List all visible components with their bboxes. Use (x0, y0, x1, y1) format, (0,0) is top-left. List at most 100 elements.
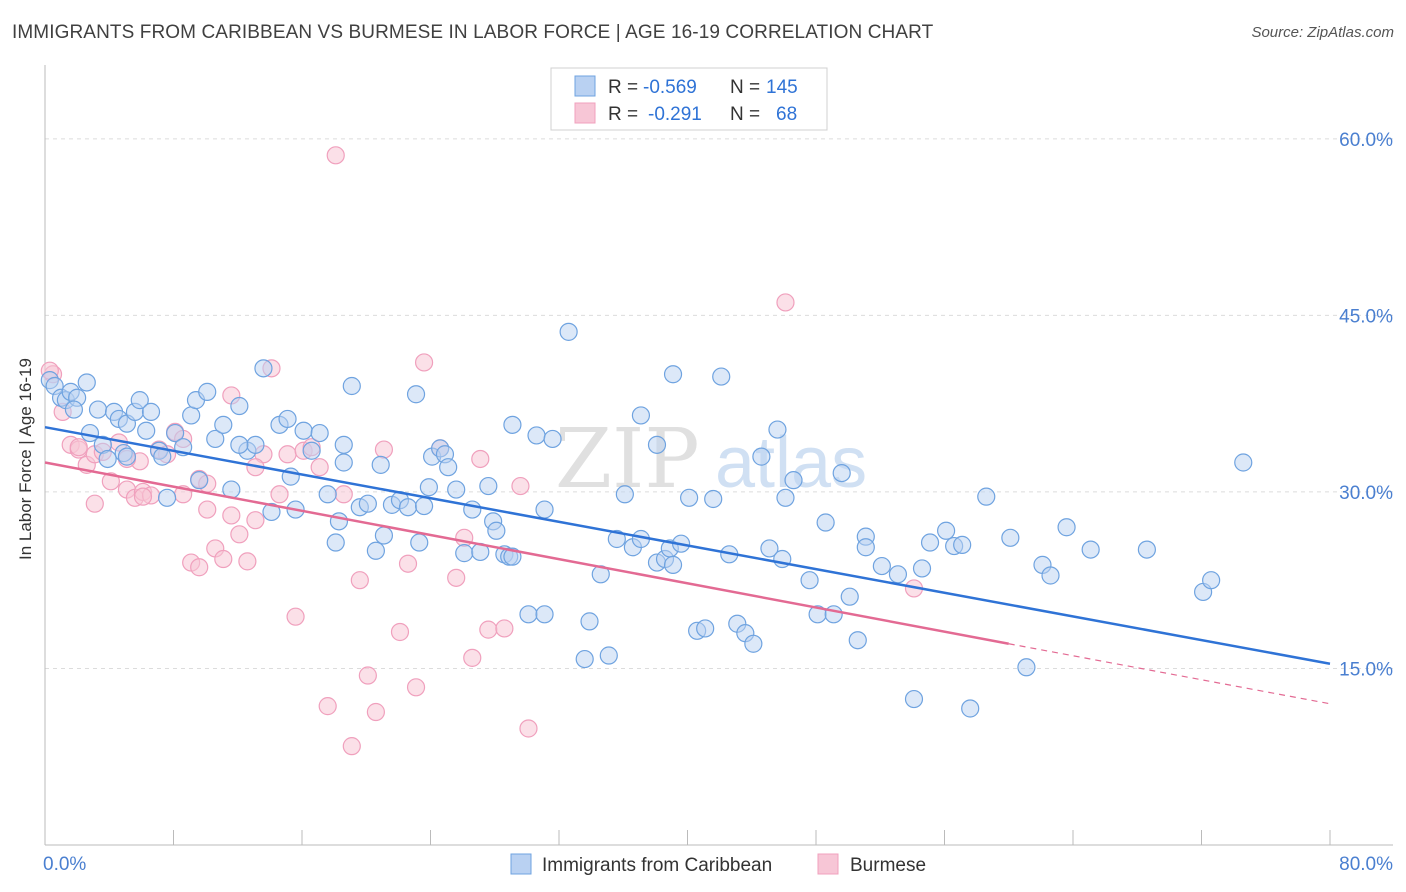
caribbean-point-83 (607, 529, 626, 549)
burmese-point-50 (414, 353, 434, 372)
caribbean-point-16 (137, 421, 156, 440)
caribbean-point-137 (631, 406, 651, 425)
gridlines (45, 138, 1393, 669)
x-tick-labels: 0.0% 80.0% (43, 854, 1393, 875)
caribbean-point-110 (832, 463, 851, 483)
caribbean-point-7 (88, 400, 108, 419)
caribbean-point-92 (680, 488, 699, 507)
burmese-point-33 (270, 485, 289, 504)
caribbean-point-45 (326, 533, 345, 552)
caribbean-point-27 (198, 382, 217, 401)
burmese-point-55 (471, 449, 490, 469)
legend-n-label-2: N = (730, 104, 760, 125)
caribbean-point-106 (800, 571, 819, 590)
burmese-trend-line-extension (1008, 643, 1331, 705)
caribbean-point-48 (342, 376, 361, 396)
caribbean-point-111 (840, 587, 859, 606)
caribbean-point-96 (712, 367, 731, 386)
y-tick-label-0: 15.0% (1339, 659, 1393, 680)
caribbean-point-103 (768, 420, 787, 439)
burmese-point-60 (776, 293, 795, 312)
x-tick-label-0: 0.0% (43, 854, 86, 875)
caribbean-point-73 (503, 415, 522, 434)
caribbean-trend-line (44, 425, 1331, 665)
caribbean-point-25 (182, 406, 201, 425)
caribbean-point-109 (824, 605, 843, 624)
caribbean-point-125 (1017, 658, 1036, 677)
caribbean-point-50 (358, 494, 377, 513)
y-tick-label-2: 45.0% (1339, 306, 1393, 327)
legend-n-value-1: 145 (766, 77, 798, 98)
caribbean-point-43 (310, 423, 329, 443)
caribbean-point-28 (190, 471, 209, 490)
caribbean-point-140 (117, 447, 137, 466)
caribbean-point-64 (447, 480, 466, 499)
burmese-point-48 (398, 554, 418, 573)
caribbean-point-95 (704, 489, 723, 509)
caribbean-point-114 (872, 556, 891, 576)
legend-n-label-1: N = (730, 77, 760, 98)
caribbean-point-108 (816, 513, 835, 532)
legend-r-value-1: -0.569 (643, 77, 697, 98)
caribbean-point-117 (912, 559, 932, 578)
x-tick-label-1: 80.0% (1339, 854, 1393, 875)
caribbean-point-17 (141, 402, 161, 421)
legend-swatch-caribbean (510, 853, 532, 875)
series-legend: Immigrants from Caribbean Burmese (510, 853, 926, 876)
caribbean-point-133 (1234, 453, 1253, 472)
caribbean-point-122 (961, 699, 980, 718)
watermark: ZIP atlas (555, 412, 867, 507)
burmese-point-28 (230, 525, 249, 544)
caribbean-point-82 (599, 646, 618, 665)
legend-swatch-blue (574, 75, 596, 97)
caribbean-point-101 (752, 447, 771, 466)
caribbean-point-129 (1081, 540, 1100, 559)
burmese-point-58 (511, 476, 530, 496)
caribbean-point-58 (410, 533, 429, 552)
burmese-point-26 (222, 506, 241, 525)
burmese-point-42 (342, 737, 361, 756)
caribbean-point-30 (214, 415, 233, 434)
burmese-point-66 (133, 487, 153, 506)
burmese-point-49 (406, 678, 426, 697)
caribbean-point-63 (439, 458, 458, 477)
caribbean-point-141 (230, 435, 249, 454)
chart-title: IMMIGRANTS FROM CARIBBEAN VS BURMESE IN … (12, 22, 934, 43)
y-tick-label-1: 30.0% (1339, 483, 1393, 504)
caribbean-point-41 (294, 421, 313, 440)
legend-label-caribbean: Immigrants from Caribbean (542, 855, 772, 876)
burmese-point-52 (447, 568, 466, 587)
legend-r-label-2: R = (608, 104, 638, 125)
caribbean-point-22 (157, 488, 177, 507)
burmese-point-43 (350, 571, 369, 590)
caribbean-point-136 (663, 365, 683, 384)
caribbean-point-94 (696, 619, 715, 638)
caribbean-point-53 (374, 526, 394, 545)
caribbean-point-23 (166, 423, 185, 443)
caribbean-points (40, 322, 1253, 718)
caribbean-point-75 (527, 426, 546, 445)
caribbean-point-47 (334, 435, 353, 454)
caribbean-point-112 (848, 631, 867, 650)
legend-swatch-pink (574, 102, 596, 124)
caribbean-point-124 (1001, 528, 1020, 547)
burmese-point-67 (69, 438, 88, 457)
caribbean-point-29 (206, 429, 225, 449)
caribbean-point-143 (535, 605, 554, 624)
caribbean-point-52 (371, 455, 390, 474)
caribbean-point-90 (663, 555, 683, 574)
caribbean-point-76 (535, 500, 554, 519)
caribbean-point-34 (246, 435, 265, 454)
caribbean-point-119 (937, 521, 956, 540)
burmese-point-63 (190, 558, 209, 577)
legend-swatch-burmese (817, 853, 839, 875)
caribbean-point-65 (455, 544, 474, 563)
caribbean-point-79 (575, 649, 594, 669)
burmese-point-41 (334, 485, 353, 504)
caribbean-point-74 (519, 605, 538, 624)
caribbean-point-84 (615, 485, 634, 504)
caribbean-point-70 (487, 521, 506, 540)
caribbean-point-59 (419, 478, 438, 497)
legend-label-burmese: Burmese (850, 855, 926, 876)
